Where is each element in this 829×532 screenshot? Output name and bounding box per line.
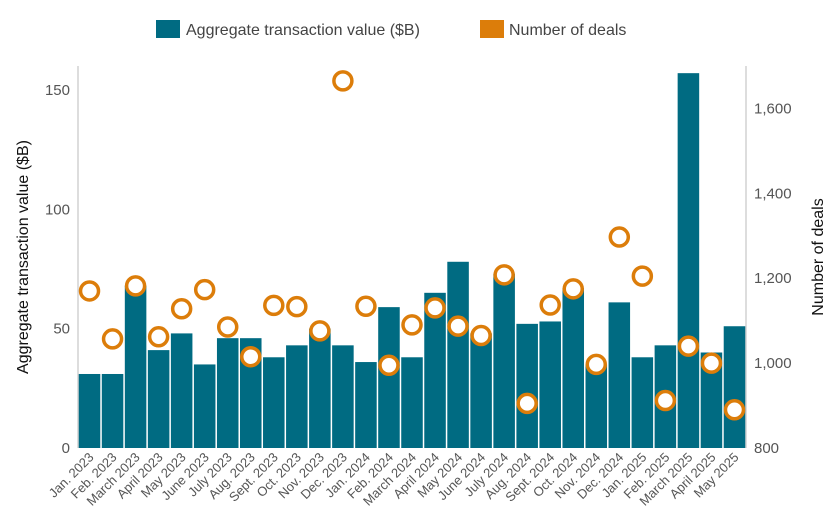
y2-tick-label-3: 1,400 xyxy=(754,185,792,202)
markers-group xyxy=(78,70,746,421)
deal-marker-27 xyxy=(700,352,723,374)
y2-tick-label-4: 1,600 xyxy=(754,100,792,117)
bar-9 xyxy=(286,345,308,448)
bar-16 xyxy=(447,261,469,448)
y-axis-title: Aggregate transaction value ($B) xyxy=(15,140,32,374)
bar-3 xyxy=(147,350,170,448)
deal-marker-24 xyxy=(631,265,654,287)
bar-12 xyxy=(355,362,377,448)
bar-4 xyxy=(170,333,193,448)
deal-marker-26 xyxy=(677,335,700,357)
deal-marker-1 xyxy=(101,328,124,350)
legend-label-transaction-value: Aggregate transaction value ($B) xyxy=(186,22,420,39)
deal-marker-10 xyxy=(309,320,331,342)
legend-swatch-number-of-deals xyxy=(480,20,504,38)
y-tick-label-0: 0 xyxy=(62,440,70,457)
bar-27 xyxy=(700,352,723,448)
deal-marker-2 xyxy=(124,275,147,297)
deal-marker-16 xyxy=(447,315,469,337)
bar-8 xyxy=(263,357,285,448)
y-tick-label-3: 150 xyxy=(45,82,70,99)
y-tick-label-2: 100 xyxy=(45,201,70,218)
bar-28 xyxy=(723,326,746,448)
bar-13 xyxy=(378,307,400,448)
bar-10 xyxy=(309,328,331,448)
bar-18 xyxy=(493,273,515,448)
bar-20 xyxy=(539,321,561,448)
deal-marker-11 xyxy=(332,70,354,92)
bar-5 xyxy=(193,364,216,448)
right-axis-ticks: 800 1,000 1,200 1,400 1,600 xyxy=(754,100,792,457)
bar-23 xyxy=(608,302,631,448)
deal-marker-3 xyxy=(147,326,170,348)
bar-19 xyxy=(516,323,538,448)
y2-tick-label-0: 800 xyxy=(754,440,779,457)
deal-marker-19 xyxy=(516,392,538,415)
deal-marker-14 xyxy=(401,314,423,336)
y2-axis-title: Number of deals xyxy=(810,198,827,315)
bar-17 xyxy=(470,333,492,448)
y-tick-label-1: 50 xyxy=(53,321,70,338)
bar-26 xyxy=(677,73,700,448)
deal-marker-18 xyxy=(493,264,515,286)
deal-marker-23 xyxy=(608,226,631,248)
deal-marker-9 xyxy=(286,295,308,318)
deal-marker-5 xyxy=(193,278,216,301)
legend-swatch-transaction-value xyxy=(156,20,180,38)
deal-marker-21 xyxy=(562,278,584,300)
bar-0 xyxy=(78,373,101,448)
legend: Aggregate transaction value ($B) Number … xyxy=(156,20,626,39)
bar-21 xyxy=(562,288,585,448)
deal-marker-13 xyxy=(378,354,400,376)
deal-marker-8 xyxy=(263,294,285,317)
deal-marker-20 xyxy=(539,294,561,316)
deal-marker-15 xyxy=(424,297,446,319)
bar-22 xyxy=(585,364,608,448)
deal-marker-0 xyxy=(78,280,101,302)
deal-marker-25 xyxy=(654,389,677,412)
y2-tick-label-2: 1,200 xyxy=(754,270,792,287)
left-axis-ticks: 0 50 100 150 xyxy=(45,82,70,457)
bar-24 xyxy=(631,357,654,448)
deal-marker-4 xyxy=(170,298,193,320)
bar-11 xyxy=(332,345,354,448)
bars-group xyxy=(78,73,746,448)
deal-marker-22 xyxy=(585,353,608,376)
deal-marker-7 xyxy=(240,345,262,368)
y2-tick-label-1: 1,000 xyxy=(754,355,792,372)
bar-14 xyxy=(401,357,423,448)
deal-marker-12 xyxy=(355,295,377,317)
deal-marker-17 xyxy=(470,324,492,347)
bar-15 xyxy=(424,292,446,448)
legend-label-number-of-deals: Number of deals xyxy=(509,22,626,39)
bar-6 xyxy=(216,338,239,448)
bar-1 xyxy=(101,373,124,448)
deal-marker-6 xyxy=(216,316,239,338)
bar-2 xyxy=(124,285,147,448)
deal-marker-28 xyxy=(723,399,746,421)
